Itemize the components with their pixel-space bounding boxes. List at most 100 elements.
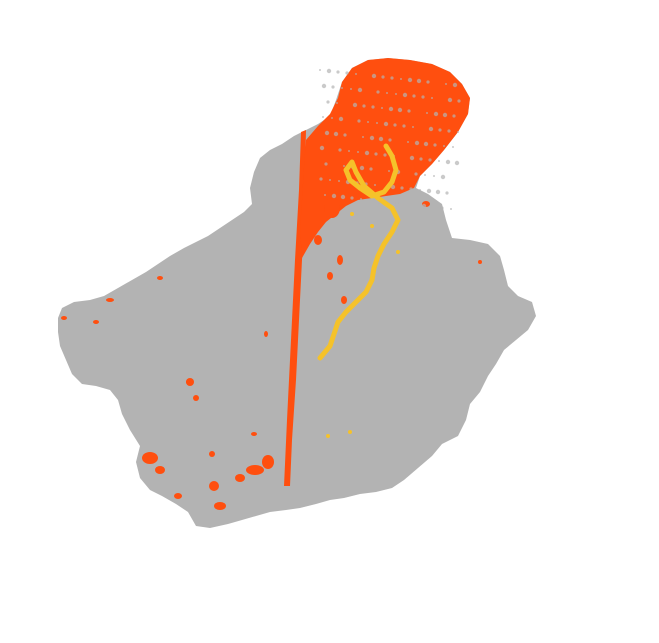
texture-speck xyxy=(376,122,378,124)
texture-speck xyxy=(400,186,404,190)
orange-patch xyxy=(209,481,219,491)
texture-speck xyxy=(376,90,380,94)
texture-speck xyxy=(371,105,375,109)
texture-speck xyxy=(324,130,330,136)
river-dot xyxy=(348,430,352,434)
orange-patch xyxy=(193,395,199,401)
orange-patch xyxy=(214,502,226,510)
texture-speck xyxy=(357,119,361,123)
texture-speck xyxy=(450,208,452,210)
texture-speck xyxy=(443,145,445,147)
texture-speck xyxy=(426,112,428,114)
river-dot xyxy=(396,250,400,254)
texture-speck xyxy=(378,136,384,142)
texture-speck xyxy=(340,194,346,200)
texture-speck xyxy=(407,109,411,113)
texture-speck xyxy=(445,191,449,195)
orange-patch xyxy=(157,276,163,280)
texture-speck xyxy=(395,201,399,205)
texture-speck xyxy=(400,78,402,80)
orange-patch xyxy=(106,298,114,302)
texture-speck xyxy=(412,94,416,98)
texture-speck xyxy=(431,97,433,99)
texture-speck xyxy=(383,121,389,127)
texture-speck xyxy=(338,148,342,152)
texture-speck xyxy=(440,174,446,180)
texture-speck xyxy=(329,179,331,181)
vertical-stripe xyxy=(284,130,306,486)
texture-speck xyxy=(359,165,365,171)
orange-patch xyxy=(93,320,99,324)
texture-speck xyxy=(452,114,456,118)
texture-speck xyxy=(341,87,343,89)
texture-speck xyxy=(388,106,394,112)
texture-speck xyxy=(388,170,390,172)
texture-speck xyxy=(452,82,458,88)
texture-speck xyxy=(362,104,366,108)
texture-speck xyxy=(369,135,375,141)
texture-speck xyxy=(338,116,344,122)
river-line xyxy=(317,143,401,361)
orange-patch xyxy=(174,493,182,499)
texture-speck xyxy=(433,175,435,177)
texture-speck xyxy=(345,71,349,75)
texture-speck xyxy=(326,68,332,74)
texture-speck xyxy=(454,160,460,166)
orange-patch xyxy=(209,451,215,457)
texture-speck xyxy=(421,203,427,209)
river-dots xyxy=(326,212,400,438)
texture-speck xyxy=(324,162,328,166)
texture-speck xyxy=(407,141,409,143)
texture-speck xyxy=(433,111,439,117)
texture-speck xyxy=(438,128,442,132)
texture-speck xyxy=(336,70,340,74)
texture-speck xyxy=(331,85,335,89)
texture-speck xyxy=(447,129,451,133)
texture-speck xyxy=(348,150,350,152)
texture-speck xyxy=(383,153,387,157)
texture-speck xyxy=(445,83,447,85)
texture-speck xyxy=(371,73,377,79)
texture-speck xyxy=(457,131,459,133)
texture-speck xyxy=(343,133,347,137)
texture-speck xyxy=(355,73,357,75)
texture-speck xyxy=(414,204,416,206)
texture-speck xyxy=(445,159,451,165)
texture-speck xyxy=(331,193,337,199)
texture-speck xyxy=(421,95,425,99)
texture-speck xyxy=(357,151,359,153)
texture-speck xyxy=(457,99,461,103)
texture-speck xyxy=(433,143,437,147)
texture-speck xyxy=(402,124,406,128)
orange-patch xyxy=(262,455,274,469)
texture-speck xyxy=(350,88,352,90)
texture-speck xyxy=(419,189,421,191)
orange-patch xyxy=(235,474,245,482)
orange-patch xyxy=(337,255,343,265)
texture-speck xyxy=(405,203,407,205)
texture-speck xyxy=(442,112,448,118)
orange-patch xyxy=(251,432,257,436)
texture-speck xyxy=(402,92,408,98)
texture-speck xyxy=(374,152,378,156)
river-dot xyxy=(326,434,330,438)
ne-cluster xyxy=(300,58,470,258)
texture-speck xyxy=(357,87,363,93)
orange-patch xyxy=(341,296,347,304)
orange-patch xyxy=(478,260,482,264)
river-dot xyxy=(370,224,374,228)
texture-speck xyxy=(381,107,383,109)
texture-speck xyxy=(336,102,338,104)
orange-patches xyxy=(61,68,482,510)
texture-speck xyxy=(326,100,330,104)
texture-speck xyxy=(419,157,423,161)
texture-speck xyxy=(362,136,364,138)
texture-speck xyxy=(395,93,397,95)
texture-speck xyxy=(369,167,373,171)
texture-speck xyxy=(338,180,340,182)
texture-speck xyxy=(331,117,333,119)
texture-speck xyxy=(386,92,388,94)
orange-patch xyxy=(186,380,190,384)
orange-patch xyxy=(142,452,158,464)
